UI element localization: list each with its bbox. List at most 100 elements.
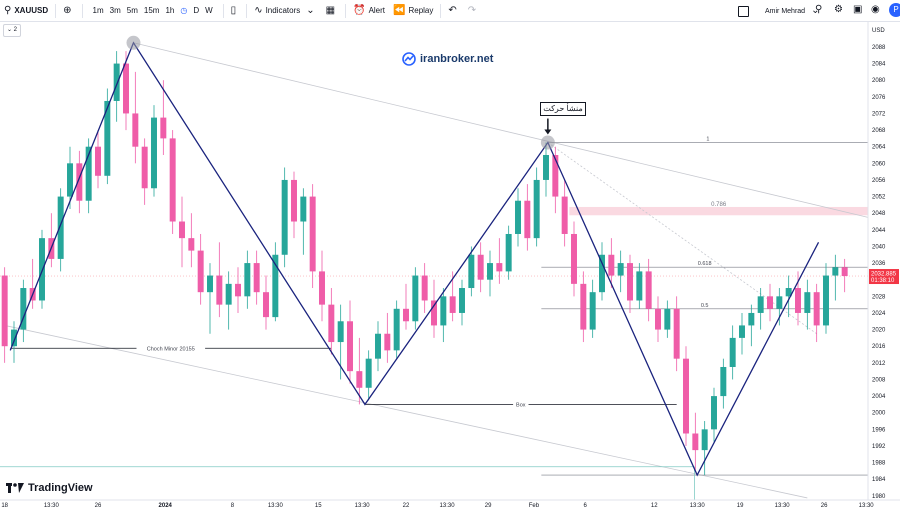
candle-body [692,433,699,451]
avatar[interactable]: P [889,3,900,17]
candle-body [515,200,521,234]
time-tick-label: 29 [485,503,492,509]
candle-body [440,296,447,326]
candle-body [76,163,83,201]
symbol-search[interactable]: ⚲ XAUUSD [0,0,52,21]
candle-body [384,333,391,351]
time-tick-label: 6 [584,503,588,509]
candle-body [291,179,297,222]
quick-search-icon[interactable]: ⚲ [815,4,823,15]
price-tick-label: 2040 [872,244,886,250]
candle-body [449,296,456,313]
candle-body [393,308,400,351]
settings-icon[interactable]: ⚙ [834,4,843,15]
user-menu[interactable]: Amir Mehrad ⌄ [738,4,822,18]
replay-button[interactable]: ⏪ Replay [389,0,437,21]
alert-label: Alert [368,6,386,15]
time-tick-label: 19 [737,503,744,509]
level-label-3: 1 [706,137,709,143]
price-tick-label: 1980 [872,494,886,500]
layout-checkbox-icon[interactable] [738,5,749,17]
price-tick-label: 2036 [872,261,886,267]
level-label-bg [136,344,206,352]
undo-button[interactable]: ↶ [444,0,463,21]
clock-icon[interactable]: ◷ [180,6,188,15]
undo-icon: ↶ [448,4,457,16]
collapse-count: 2 [13,27,18,33]
current-price-countdown: 01:38:10 [871,278,895,284]
candle-body [561,196,568,234]
candle-body [39,238,45,301]
collapse-toggle[interactable]: ⌄ 2 [3,24,21,37]
candle-body [580,283,587,330]
candle-body [403,308,409,322]
time-tick-label: 26 [95,503,102,509]
user-name: Amir Mehrad [765,7,806,15]
candle-body [160,117,167,139]
top-toolbar: ⚲ XAUUSD ⊕ 1m 3m 5m 15m 1h ◷ D W ▯ ∿ Ind… [0,0,900,22]
level-label-2: Box [516,402,526,408]
time-tick-label: 15 [315,503,322,509]
interval-3m[interactable]: 3m [109,6,121,15]
pivot-marker-1 [126,35,141,50]
candle-body [720,366,727,397]
projection-line [547,142,817,335]
interval-5m[interactable]: 5m [126,6,138,15]
time-axis[interactable] [0,500,900,509]
price-tick-label: 2052 [872,195,886,201]
redo-button[interactable]: ↷ [464,0,483,21]
interval-group: 1m 3m 5m 15m 1h ◷ D W [86,0,220,21]
divider [440,3,442,18]
price-tick-label: 2080 [872,78,886,84]
candle-body [169,138,176,222]
time-tick-label: 13:30 [44,503,60,509]
pivot-marker-2 [540,135,555,150]
price-tick-label: 1996 [872,427,886,433]
camera-icon[interactable]: ◉ [871,4,880,15]
broker-logo-icon [402,52,416,66]
candle-body [1,275,8,347]
interval-w[interactable]: W [205,6,213,15]
price-tick-label: 1988 [872,461,886,467]
candle-body [356,371,363,388]
tradingview-logo[interactable]: TradingView [6,482,93,494]
indicators-button[interactable]: ∿ Indicators ⌄ [250,0,321,21]
candle-body [655,308,661,330]
time-tick-label: 2024 [159,503,173,509]
candle-body [11,329,17,347]
chart-type-button[interactable]: ▯ [227,0,244,21]
interval-1h[interactable]: 1h [165,6,175,15]
candle-body [552,155,559,197]
interval-15m[interactable]: 15m [143,6,160,15]
fullscreen-icon[interactable]: ▣ [853,4,863,15]
candles-icon: ▯ [230,4,237,16]
candle-body [823,275,829,326]
candle-body [524,200,531,239]
price-tick-label: 2020 [872,328,886,334]
price-tick-label: 2000 [872,411,886,417]
arrow-head-icon [544,129,552,135]
candle-body [599,254,605,293]
candle-body [281,179,288,255]
candle-body [711,396,717,430]
tradingview-logo-text: TradingView [28,482,93,494]
fib-band-label: 0.786 [711,202,727,208]
price-tick-label: 2084 [872,62,886,68]
time-tick-label: 13:30 [690,503,706,509]
candle-body [216,275,223,305]
alert-button[interactable]: ⏰ Alert [349,0,389,21]
candle-body [188,238,195,251]
price-axis[interactable] [868,22,900,509]
interval-d[interactable]: D [193,6,200,15]
current-price-label: 2032.885 [871,272,897,278]
interval-1m[interactable]: 1m [92,6,104,15]
callout-text: منشأ حرکت [543,104,583,113]
candle-body [739,325,745,338]
compare-button[interactable]: ⊕ [59,0,78,21]
replay-label: Replay [408,6,434,15]
candle-body [57,196,64,259]
candle-body [636,271,643,301]
channel-line-2 [4,325,808,499]
layouts-button[interactable]: ▦ [322,0,342,21]
